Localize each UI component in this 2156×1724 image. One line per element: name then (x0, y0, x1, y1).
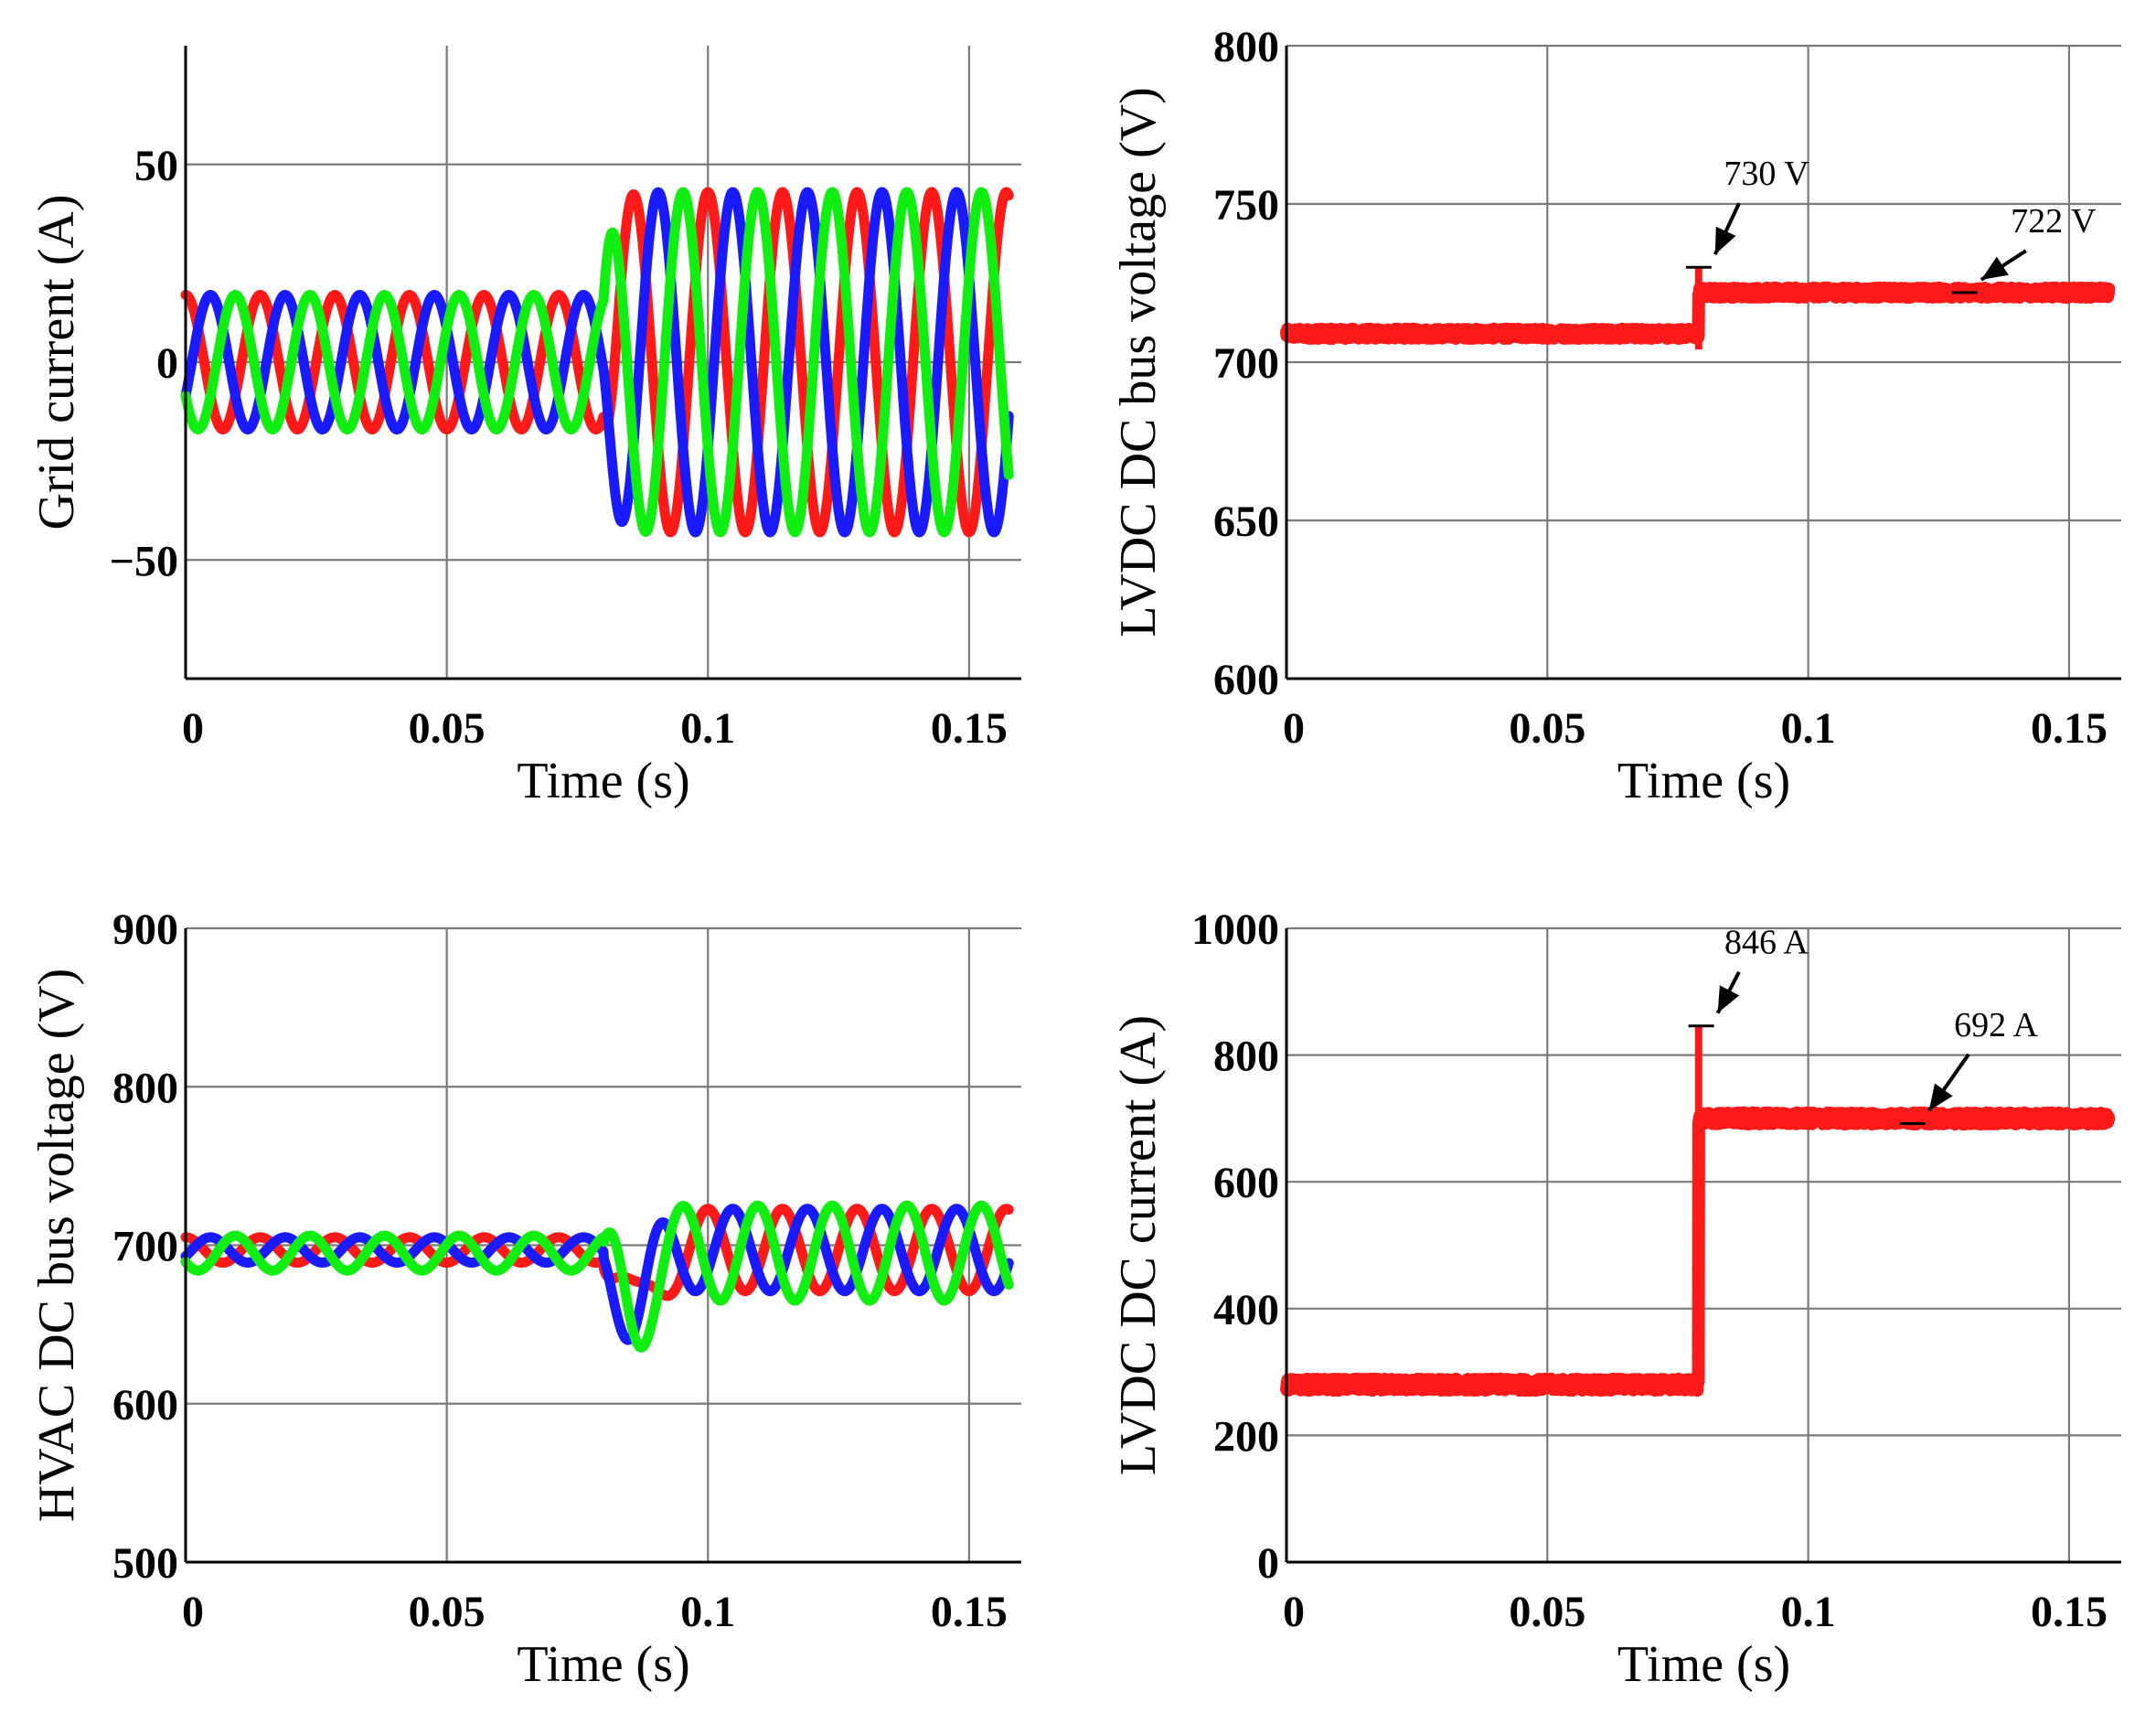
annotation-label: 692 A (1954, 1006, 2038, 1044)
y-axis-label: LVDC DC current (A) (1110, 1015, 1167, 1475)
y-tick-label: 400 (1213, 1286, 1279, 1334)
x-axis-label: Time (s) (517, 1636, 689, 1693)
x-tick-label: 0.1 (1781, 704, 1836, 753)
annotation-label: 730 V (1724, 155, 1809, 193)
x-tick-label: 0 (1283, 1588, 1305, 1636)
annotation-arrowhead (1980, 256, 2009, 280)
x-tick-label: 0.15 (2031, 1588, 2108, 1636)
annotation-arrowhead (1928, 1083, 1953, 1111)
x-tick-label: 0.05 (409, 704, 486, 753)
y-axis-label: Grid current (A) (28, 195, 85, 530)
y-tick-label: 800 (1213, 23, 1279, 71)
y-tick-label: 200 (1213, 1412, 1279, 1461)
lvdc-voltage-panel: 0 0.05 0.1 0.15 600 650 700 750 800 Time (s) LVDC … (1110, 23, 2121, 809)
x-tick-label: 0.05 (1509, 704, 1585, 753)
series-phase-c (180, 1200, 1014, 1353)
x-axis-label: Time (s) (1617, 753, 1790, 809)
x-tick-label: 0 (1283, 704, 1305, 753)
y-tick-label: 750 (1213, 181, 1279, 230)
y-tick-label: 0 (1257, 1539, 1279, 1588)
y-tick-label: 700 (1213, 339, 1279, 388)
x-tick-label: 0.1 (1781, 1588, 1836, 1636)
x-tick-label: 0.1 (680, 704, 735, 753)
y-tick-label: 600 (112, 1381, 178, 1430)
x-tick-label: 0.1 (680, 1588, 735, 1636)
y-axis-label: HVAC DC bus voltage (V) (28, 969, 85, 1523)
x-tick-label: 0.05 (1509, 1588, 1585, 1636)
annotation-label: 722 V (2011, 202, 2097, 241)
y-axis-label: LVDC DC bus voltage (V) (1110, 87, 1167, 637)
x-tick-label: 0.05 (409, 1588, 486, 1636)
y-tick-label: 800 (112, 1064, 178, 1112)
grid-current-panel: 0 0.05 0.1 0.15 −50 0 50 Time (s) Grid current (… (28, 46, 1021, 809)
y-tick-label: 50 (134, 142, 178, 190)
x-axis-label: Time (s) (1617, 1636, 1790, 1693)
y-tick-label: 650 (1213, 498, 1279, 546)
x-tick-label: 0 (182, 704, 204, 753)
x-tick-label: 0.15 (2031, 704, 2108, 753)
y-tick-label: 500 (112, 1539, 178, 1588)
x-tick-label: 0 (182, 1588, 204, 1636)
y-tick-label: 600 (1213, 1159, 1279, 1207)
lvdc-current-panel: 0 0.05 0.1 0.15 0 200 400 600 800 1000 Time (s) LVD… (1110, 905, 2121, 1693)
y-tick-label: 900 (112, 905, 178, 954)
y-tick-label: 0 (156, 339, 178, 388)
x-axis-label: Time (s) (517, 753, 689, 809)
y-tick-label: 600 (1213, 656, 1279, 704)
annotation-arrowhead (1717, 985, 1740, 1013)
y-tick-label: −50 (110, 537, 178, 585)
annotation-label: 846 A (1724, 924, 1809, 962)
y-tick-label: 1000 (1191, 905, 1279, 954)
y-tick-label: 800 (1213, 1033, 1279, 1081)
x-tick-label: 0.15 (931, 1588, 1008, 1636)
x-tick-label: 0.15 (931, 704, 1008, 753)
y-tick-label: 700 (112, 1223, 178, 1271)
series-phase-c (180, 187, 1014, 538)
annotation-arrowhead (1714, 226, 1736, 255)
hvac-voltage-panel: 0 0.05 0.1 0.15 500 600 700 800 900 Time (s) HVAC … (28, 905, 1021, 1693)
